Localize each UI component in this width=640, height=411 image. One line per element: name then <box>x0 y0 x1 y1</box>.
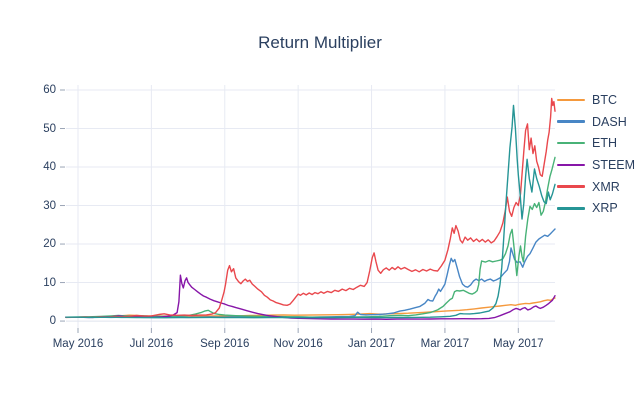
y-tick-label: 0 <box>49 315 56 328</box>
legend-item-btc[interactable]: BTC <box>557 89 635 111</box>
series-line-dash[interactable] <box>65 228 556 319</box>
x-tick-label: Sep 2016 <box>200 338 250 350</box>
legend-label: STEEM <box>592 157 636 172</box>
y-tick-label: 40 <box>43 161 56 174</box>
x-tick-label: Jul 2016 <box>129 338 174 350</box>
legend-swatch-xmr <box>557 185 585 188</box>
legend-item-eth[interactable]: ETH <box>557 132 635 154</box>
series-line-xmr[interactable] <box>65 97 556 319</box>
legend-item-steem[interactable]: STEEM <box>557 154 635 176</box>
legend-label: ETH <box>592 136 617 151</box>
x-tick-label: Mar 2017 <box>420 338 470 350</box>
legend-item-dash[interactable]: DASH <box>557 111 635 133</box>
x-tick-label: May 2016 <box>52 338 104 350</box>
y-tick-label: 20 <box>43 238 56 251</box>
legend-swatch-eth <box>557 141 585 145</box>
legend-label: XMR <box>592 179 620 194</box>
y-tick-label: 30 <box>43 199 56 212</box>
legend: BTC DASH ETH STEEM XMR XRP <box>557 89 635 219</box>
series-line-xrp[interactable] <box>65 104 556 319</box>
series-line-btc[interactable] <box>65 297 556 318</box>
x-tick-label: Nov 2016 <box>273 338 323 350</box>
y-tick-label: 60 <box>43 84 56 96</box>
gridlines <box>66 85 555 328</box>
legend-swatch-dash <box>557 120 585 123</box>
legend-item-xrp[interactable]: XRP <box>557 197 635 219</box>
x-tick-label: May 2017 <box>493 338 544 350</box>
axis-ticks <box>60 89 519 333</box>
legend-swatch-xrp <box>557 207 585 210</box>
legend-label: XRP <box>592 201 618 216</box>
legend-label: BTC <box>592 92 617 107</box>
legend-swatch-steem <box>557 163 585 167</box>
legend-swatch-btc <box>557 98 585 102</box>
series-line-eth[interactable] <box>65 156 556 319</box>
x-tick-label: Jan 2017 <box>347 338 396 350</box>
legend-item-xmr[interactable]: XMR <box>557 176 635 198</box>
y-tick-label: 10 <box>43 276 56 289</box>
legend-label: DASH <box>592 114 627 129</box>
chart-title: Return Multiplier <box>258 33 382 52</box>
y-tick-label: 50 <box>43 122 56 135</box>
